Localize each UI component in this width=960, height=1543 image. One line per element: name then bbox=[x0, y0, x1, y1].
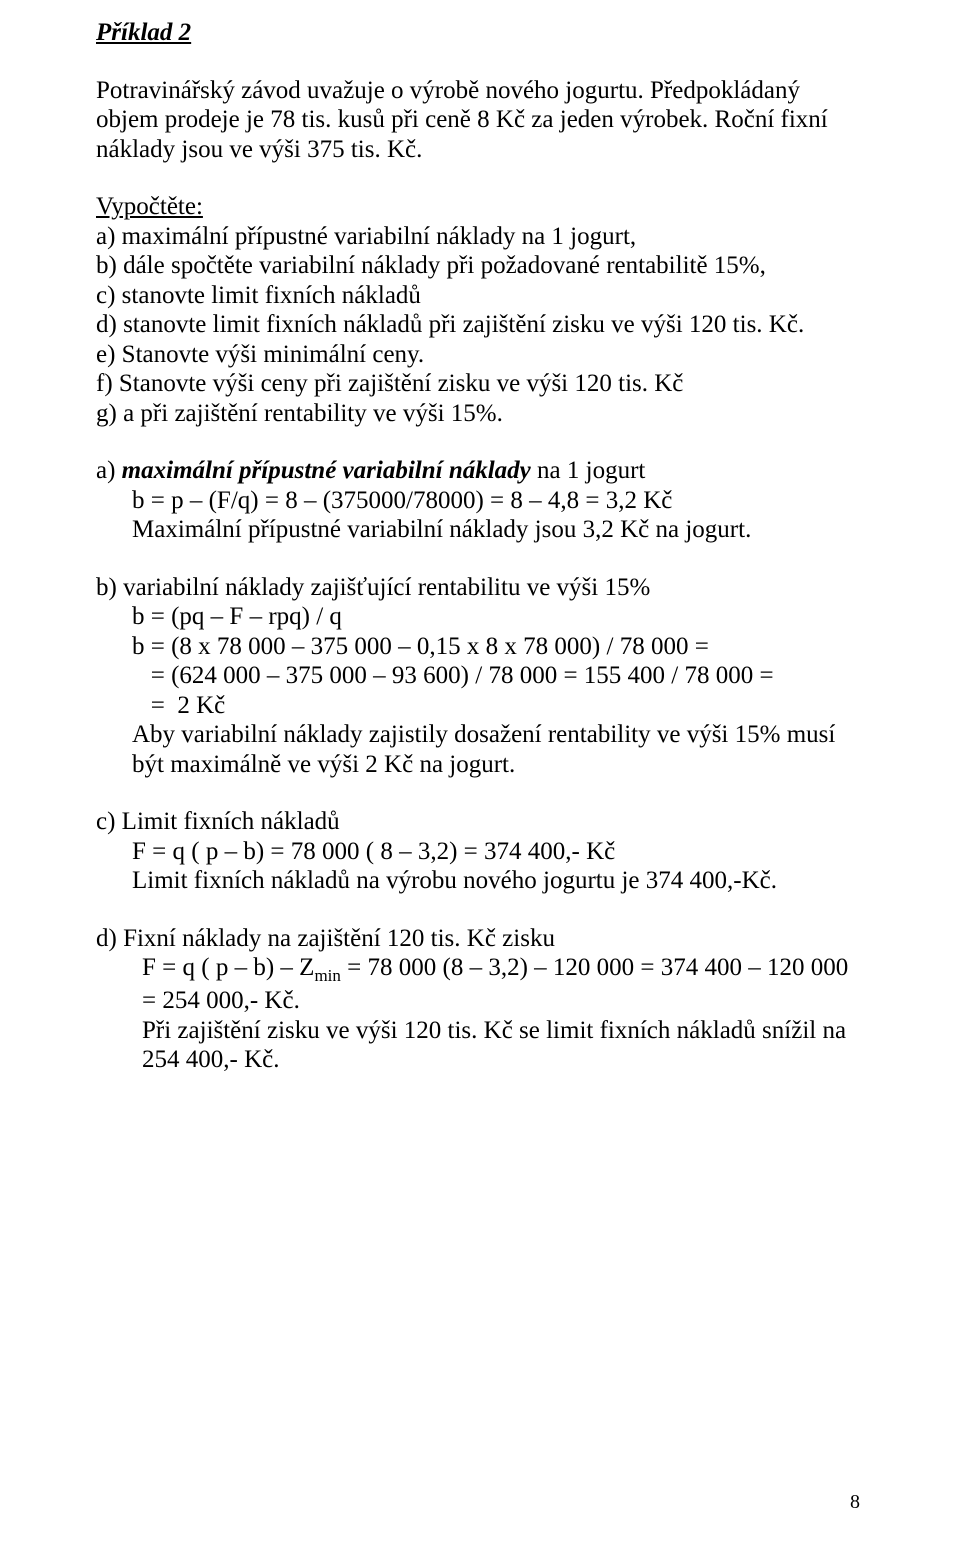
solution-b-line4: = (624 000 – 375 000 – 93 600) / 78 000 … bbox=[96, 661, 860, 691]
solution-a-line1: a) maximální přípustné variabilní náklad… bbox=[96, 456, 860, 486]
solution-c-line2: F = q ( p – b) = 78 000 ( 8 – 3,2) = 374… bbox=[96, 837, 860, 867]
solution-b-line6: Aby variabilní náklady zajistily dosažen… bbox=[96, 720, 860, 779]
solution-a-prefix: a) bbox=[96, 457, 122, 484]
compute-label-text: Vypočtěte: bbox=[96, 193, 203, 220]
compute-label: Vypočtěte: bbox=[96, 192, 860, 222]
solution-a-suffix: na 1 jogurt bbox=[531, 457, 646, 484]
task-a: a) maximální přípustné variabilní náklad… bbox=[96, 222, 860, 252]
page-number: 8 bbox=[850, 1491, 860, 1515]
task-b: b) dále spočtěte variabilní náklady při … bbox=[96, 251, 860, 281]
solution-a-line2: b = p – (F/q) = 8 – (375000/78000) = 8 –… bbox=[96, 486, 860, 516]
task-e: e) Stanovte výši minimální ceny. bbox=[96, 340, 860, 370]
task-d: d) stanovte limit fixních nákladů při za… bbox=[96, 310, 860, 340]
solution-d-sub: min bbox=[314, 966, 340, 985]
solution-d-line2: F = q ( p – b) – Zmin = 78 000 (8 – 3,2)… bbox=[96, 953, 860, 1016]
solution-b-line1: b) variabilní náklady zajišťující rentab… bbox=[96, 573, 860, 603]
solution-a-bold: maximální přípustné variabilní náklady bbox=[122, 457, 531, 484]
solution-b-line2: b = (pq – F – rpq) / q bbox=[96, 602, 860, 632]
task-c: c) stanovte limit fixních nákladů bbox=[96, 281, 860, 311]
solution-b-line5: = 2 Kč bbox=[96, 691, 860, 721]
solution-d-line1: d) Fixní náklady na zajištění 120 tis. K… bbox=[96, 924, 860, 954]
solution-a-line3: Maximální přípustné variabilní náklady j… bbox=[96, 515, 860, 545]
example-title: Příklad 2 bbox=[96, 18, 860, 48]
solution-b-line3: b = (8 x 78 000 – 375 000 – 0,15 x 8 x 7… bbox=[96, 632, 860, 662]
task-g: g) a při zajištění rentability ve výši 1… bbox=[96, 399, 860, 429]
solution-c-line3: Limit fixních nákladů na výrobu nového j… bbox=[96, 866, 860, 896]
task-f: f) Stanovte výši ceny při zajištění zisk… bbox=[96, 369, 860, 399]
solution-d-line2a: F = q ( p – b) – Z bbox=[142, 954, 314, 981]
solution-d-line3: Při zajištění zisku ve výši 120 tis. Kč … bbox=[96, 1016, 860, 1075]
intro-paragraph: Potravinářský závod uvažuje o výrobě nov… bbox=[96, 76, 860, 165]
solution-c-line1: c) Limit fixních nákladů bbox=[96, 807, 860, 837]
